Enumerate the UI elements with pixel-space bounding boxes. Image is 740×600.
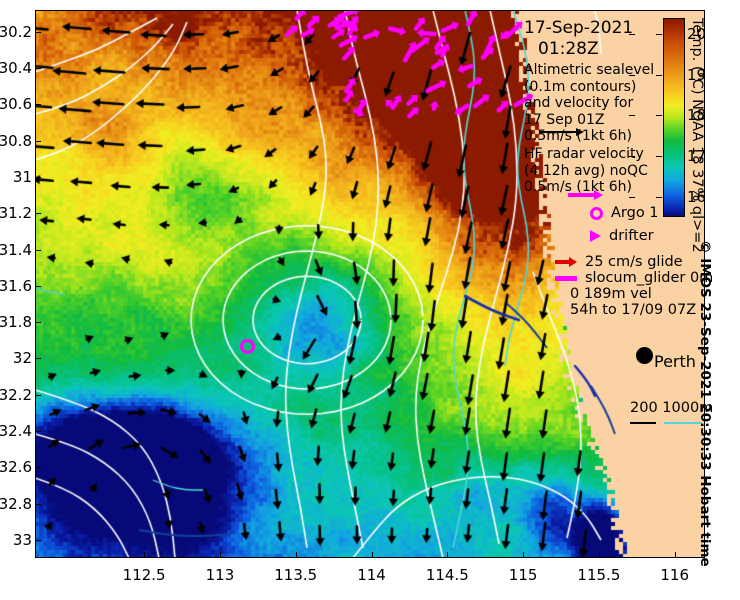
depth-200m-line-icon bbox=[630, 422, 656, 424]
plot-right-tick-mark bbox=[629, 156, 635, 158]
hf-radar-description: HF radar velocity (4 12h avg) noQC 0.5m/… bbox=[524, 146, 648, 196]
hf-line-1: HF radar velocity bbox=[524, 146, 644, 162]
latitude-tick-label: 31.8 bbox=[0, 313, 32, 332]
slocum-bar-icon bbox=[555, 275, 577, 281]
colorbar-tick-mark bbox=[656, 115, 662, 117]
colorbar-tick-label: 19 bbox=[687, 65, 707, 84]
longitude-tick-mark bbox=[523, 552, 525, 558]
latitude-tick-label: 32.6 bbox=[0, 458, 32, 477]
longitude-tick-mark bbox=[598, 552, 600, 558]
latitude-tick-mark bbox=[35, 430, 41, 432]
latitude-tick-mark bbox=[35, 104, 41, 106]
colorbar-tick-label: 20 bbox=[687, 25, 707, 44]
latitude-tick-label: 33 bbox=[12, 530, 32, 549]
legend-slocum-label: slocum_glider 0m bbox=[585, 270, 714, 286]
hf-line-2: (4 12h avg) noQC bbox=[524, 162, 648, 179]
latitude-tick-mark bbox=[35, 140, 41, 142]
latitude-tick-mark bbox=[35, 358, 41, 360]
legend-argo-label: Argo 1 bbox=[611, 205, 659, 221]
desc-line-3: and velocity for bbox=[524, 95, 634, 111]
glider-arrow-icon bbox=[555, 257, 577, 267]
latitude-tick-label: 30.4 bbox=[0, 59, 32, 78]
latitude-tick-label: 32.2 bbox=[0, 385, 32, 404]
desc-line-2: (0.1m contours) bbox=[524, 78, 637, 95]
colorbar-tick-mark bbox=[656, 156, 662, 158]
longitude-tick-label: 114 bbox=[357, 566, 386, 584]
latitude-tick-mark bbox=[35, 68, 41, 70]
latitude-tick-label: 31.6 bbox=[0, 276, 32, 295]
altimetric-velocity-scale-arrow-icon bbox=[540, 128, 584, 136]
latitude-tick-label: 32 bbox=[12, 349, 32, 368]
plot-right-tick-mark bbox=[629, 34, 635, 36]
colorbar-tick-label: 17 bbox=[687, 147, 707, 166]
plot-right-tick-mark bbox=[629, 196, 635, 198]
colorbar-tick-mark bbox=[656, 74, 662, 76]
latitude-tick-label: 30.8 bbox=[0, 131, 32, 150]
latitude-tick-label: 31.4 bbox=[0, 240, 32, 259]
longitude-tick-label: 113.5 bbox=[274, 566, 318, 584]
desc-line-1: Altimetric sealevel bbox=[524, 62, 655, 78]
legend-slocum-glider: slocum_glider 0m bbox=[555, 270, 713, 286]
depth-contour-legend-label: 200 1000m bbox=[630, 400, 714, 416]
legend-glider-speed: 25 cm/s glide bbox=[555, 254, 683, 270]
legend-slocum-depth: 0 189m vel bbox=[570, 286, 652, 302]
longitude-tick-mark bbox=[674, 552, 676, 558]
drifter-arrow-icon bbox=[590, 230, 601, 242]
copyright-notice: © IMOS 23-Sep-2021 20:30:33 Hobart time bbox=[697, 240, 713, 567]
latitude-tick-mark bbox=[35, 285, 41, 287]
latitude-tick-mark bbox=[35, 467, 41, 469]
legend-drifter-label: drifter bbox=[609, 228, 654, 244]
latitude-tick-mark bbox=[35, 176, 41, 178]
perth-city-marker-icon bbox=[636, 347, 653, 364]
latitude-tick-mark bbox=[35, 31, 41, 33]
latitude-tick-label: 32.4 bbox=[0, 421, 32, 440]
latitude-tick-label: 31 bbox=[12, 167, 32, 186]
longitude-tick-mark bbox=[371, 552, 373, 558]
longitude-tick-mark bbox=[144, 552, 146, 558]
legend-slocum-period: 54h to 17/09 07Z bbox=[570, 302, 697, 318]
latitude-tick-mark bbox=[35, 394, 41, 396]
latitude-tick-mark bbox=[35, 322, 41, 324]
longitude-tick-label: 115.5 bbox=[577, 566, 621, 584]
latitude-tick-label: 31.2 bbox=[0, 204, 32, 223]
latitude-tick-label: 32.8 bbox=[0, 494, 32, 513]
desc-line-4: 17 Sep 01Z bbox=[524, 111, 605, 128]
hf-radar-scale-arrow-icon bbox=[568, 190, 603, 200]
longitude-tick-label: 112.5 bbox=[122, 566, 166, 584]
latitude-tick-mark bbox=[35, 503, 41, 505]
temperature-colorbar bbox=[663, 18, 685, 217]
plot-right-tick-mark bbox=[629, 115, 635, 117]
perth-label: Perth bbox=[654, 352, 696, 371]
longitude-tick-label: 114.5 bbox=[425, 566, 469, 584]
longitude-tick-mark bbox=[447, 552, 449, 558]
velocity-vector-overlay bbox=[35, 10, 705, 558]
colorbar-tick-label: 18 bbox=[687, 106, 707, 125]
longitude-tick-label: 116 bbox=[660, 566, 689, 584]
longitude-tick-mark bbox=[295, 552, 297, 558]
title-time: 01:28Z bbox=[538, 39, 599, 59]
latitude-tick-mark bbox=[35, 213, 41, 215]
argo-ring-icon bbox=[590, 206, 603, 220]
latitude-tick-mark bbox=[35, 249, 41, 251]
hf-line-3: 0.5m/s (1kt 6h) bbox=[524, 179, 633, 195]
colorbar-tick-label: 16 bbox=[687, 187, 707, 206]
longitude-tick-label: 113 bbox=[205, 566, 235, 584]
longitude-tick-mark bbox=[219, 552, 221, 558]
legend-drifter: drifter bbox=[590, 228, 654, 244]
latitude-tick-mark bbox=[35, 539, 41, 541]
depth-1000m-line-icon bbox=[664, 422, 702, 424]
latitude-tick-label: 30.2 bbox=[0, 22, 32, 41]
latitude-tick-label: 30.6 bbox=[0, 95, 32, 114]
map-plot-area bbox=[35, 10, 705, 558]
legend-glider-label: 25 cm/s glide bbox=[585, 254, 683, 270]
plot-right-tick-mark bbox=[629, 74, 635, 76]
longitude-tick-label: 115 bbox=[508, 566, 538, 584]
altimetry-description: Altimetric sealevel (0.1m contours) and … bbox=[524, 62, 654, 145]
legend-argo: Argo 1 bbox=[590, 205, 659, 221]
argo-float-marker[interactable] bbox=[240, 339, 255, 354]
colorbar-tick-mark bbox=[656, 34, 662, 36]
colorbar-tick-mark bbox=[656, 196, 662, 198]
title-date: 17-Sep-2021 bbox=[524, 18, 634, 38]
